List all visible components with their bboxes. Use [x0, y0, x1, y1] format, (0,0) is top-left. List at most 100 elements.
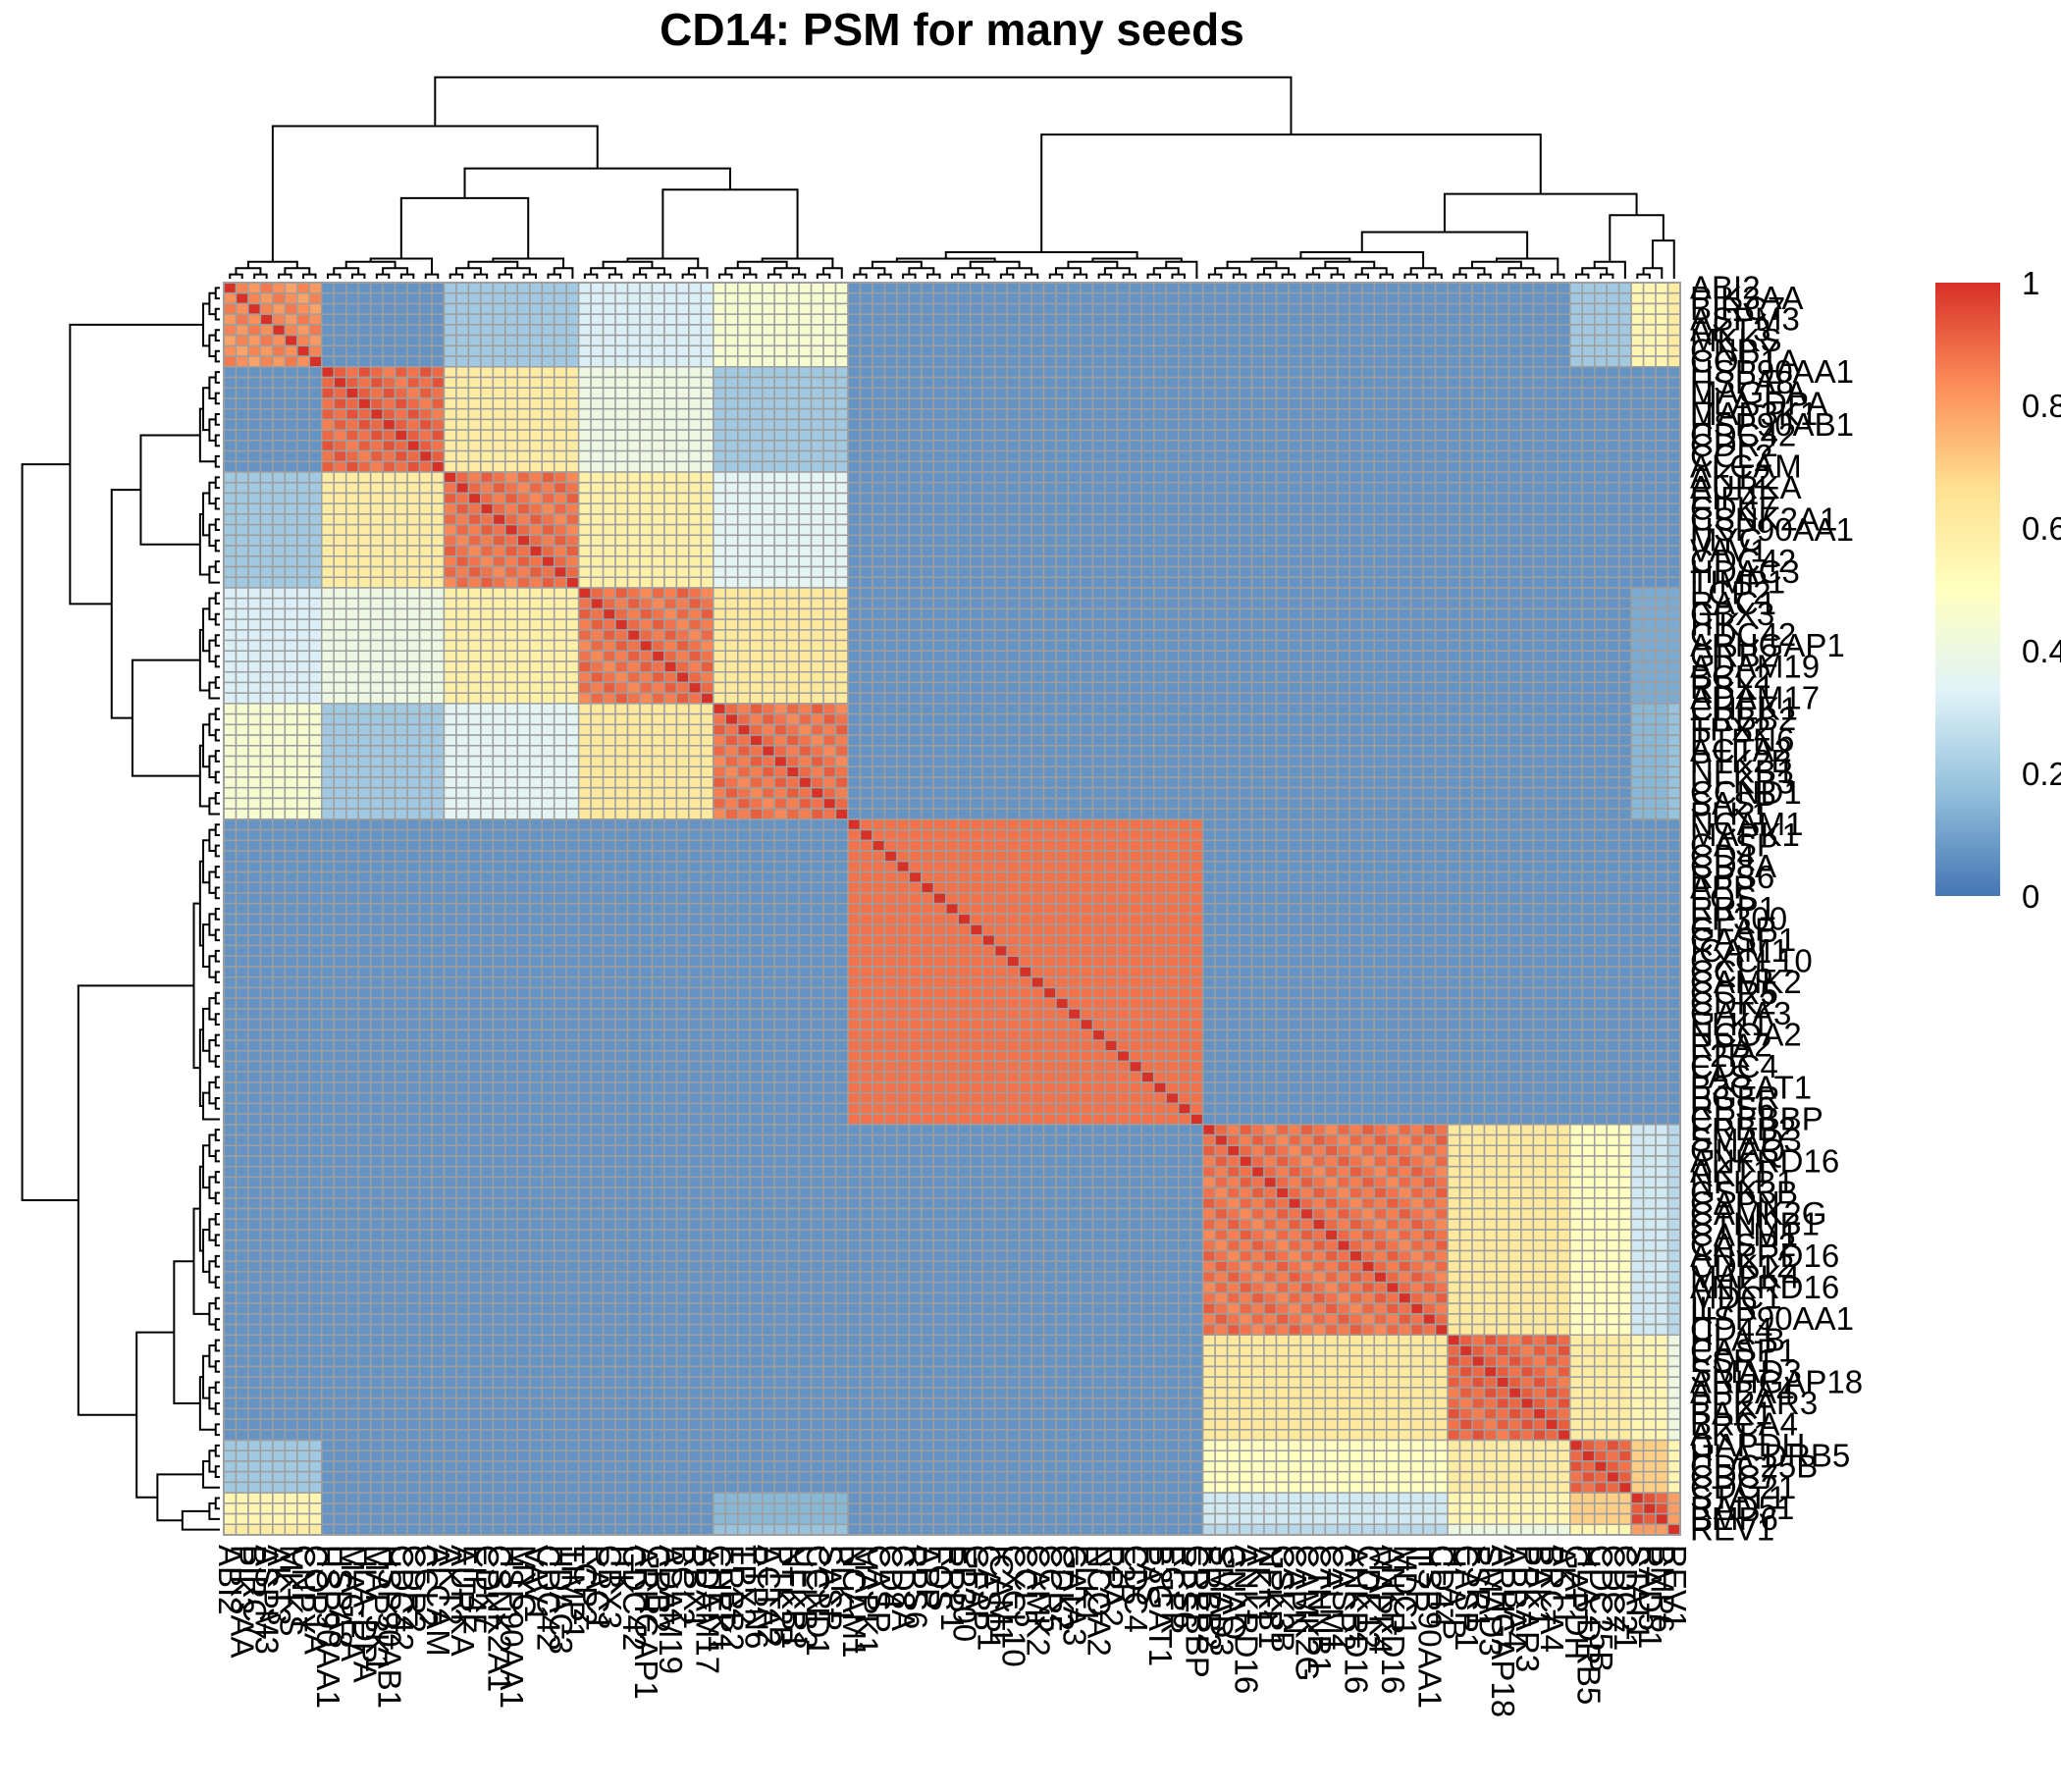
heatmap-cell	[663, 597, 678, 610]
heatmap-cell	[1189, 565, 1204, 578]
heatmap-cell	[1483, 523, 1498, 537]
heatmap-cell	[1129, 502, 1143, 515]
heatmap-cell	[749, 492, 764, 504]
heatmap-cell	[369, 440, 384, 452]
heatmap-cell	[1409, 313, 1424, 326]
heatmap-cell	[1055, 282, 1070, 294]
heatmap-cell	[859, 607, 873, 620]
heatmap-cell	[1226, 692, 1241, 705]
heatmap-cell	[737, 607, 751, 620]
heatmap-cell	[492, 418, 506, 431]
heatmap-cell	[1373, 302, 1388, 315]
heatmap-cell	[626, 460, 641, 473]
heatmap-cell	[1581, 692, 1596, 705]
heatmap-cell	[565, 481, 580, 495]
heatmap-cell	[1030, 492, 1045, 504]
heatmap-cell	[1507, 534, 1522, 547]
heatmap-cell	[344, 545, 359, 557]
heatmap-cell	[516, 692, 531, 705]
heatmap-cell	[492, 313, 506, 326]
heatmap-cell	[321, 576, 335, 589]
heatmap-cell	[908, 587, 923, 600]
heatmap-cell	[1226, 660, 1241, 673]
heatmap-cell	[1288, 429, 1302, 442]
heatmap-cell	[688, 282, 703, 294]
heatmap-cell	[1520, 313, 1535, 326]
heatmap-cell	[1532, 712, 1547, 726]
heatmap-cell	[1361, 471, 1375, 484]
heatmap-cell	[761, 471, 775, 484]
heatmap-cell	[1507, 650, 1522, 662]
heatmap-cell	[1545, 429, 1559, 442]
heatmap-cell	[284, 302, 298, 315]
heatmap-cell	[480, 629, 495, 642]
heatmap-cell	[614, 302, 629, 315]
heatmap-cell	[713, 618, 727, 631]
heatmap-cell	[1055, 440, 1070, 452]
heatmap-cell	[333, 387, 347, 399]
heatmap-cell	[945, 344, 959, 357]
heatmap-cell	[344, 492, 359, 504]
heatmap-cell	[872, 334, 886, 347]
heatmap-cell	[1655, 324, 1669, 337]
heatmap-cell	[945, 597, 959, 610]
heatmap-cell	[834, 681, 849, 694]
heatmap-cell	[344, 302, 359, 315]
heatmap-cell	[713, 397, 727, 410]
heatmap-cell	[700, 545, 714, 557]
heatmap-cell	[883, 660, 898, 673]
heatmap-cell	[1545, 407, 1559, 421]
heatmap-cell	[932, 513, 947, 526]
heatmap-cell	[969, 703, 983, 715]
heatmap-cell	[737, 429, 751, 442]
heatmap-cell	[1214, 481, 1229, 495]
heatmap-cell	[1312, 681, 1327, 694]
heatmap-cell	[1666, 282, 1681, 294]
heatmap-cell	[651, 344, 665, 357]
heatmap-cell	[480, 513, 495, 526]
heatmap-cell	[394, 429, 408, 442]
heatmap-cell	[847, 324, 862, 337]
heatmap-cell	[969, 607, 983, 620]
heatmap-cell	[872, 397, 886, 410]
heatmap-cell	[382, 282, 396, 294]
heatmap-cell	[872, 523, 886, 537]
heatmap-cell	[1666, 334, 1681, 347]
heatmap-cell	[272, 650, 287, 662]
heatmap-cell	[1104, 397, 1119, 410]
heatmap-cell	[1067, 418, 1082, 431]
heatmap-cell	[590, 712, 605, 726]
heatmap-cell	[1116, 587, 1131, 600]
heatmap-cell	[822, 712, 837, 726]
heatmap-cell	[431, 460, 446, 473]
heatmap-cell	[639, 344, 654, 357]
heatmap-cell	[1312, 387, 1327, 399]
heatmap-cell	[675, 376, 690, 389]
heatmap-cell	[1385, 607, 1400, 620]
heatmap-cell	[1655, 555, 1669, 568]
heatmap-cell	[1642, 502, 1657, 515]
heatmap-cell	[504, 523, 519, 537]
heatmap-cell	[1483, 513, 1498, 526]
heatmap-cell	[908, 523, 923, 537]
heatmap-cell	[1239, 291, 1253, 305]
heatmap-cell	[798, 703, 813, 715]
heatmap-cell	[1361, 481, 1375, 495]
heatmap-cell	[1239, 334, 1253, 347]
heatmap-cell	[1250, 397, 1265, 410]
heatmap-cell	[223, 407, 238, 421]
heatmap-cell	[737, 545, 751, 557]
heatmap-cell	[333, 639, 347, 653]
heatmap-cell	[1129, 692, 1143, 705]
heatmap-cell	[1226, 670, 1241, 684]
heatmap-cell	[1398, 576, 1412, 589]
heatmap-cell	[1373, 545, 1388, 557]
heatmap-cell	[1324, 502, 1339, 515]
heatmap-cell	[1398, 355, 1412, 368]
heatmap-cell	[1042, 344, 1057, 357]
heatmap-cell	[945, 282, 959, 294]
heatmap-cell	[626, 513, 641, 526]
heatmap-cell	[492, 545, 506, 557]
heatmap-cell	[504, 376, 519, 389]
heatmap-cell	[761, 366, 775, 379]
